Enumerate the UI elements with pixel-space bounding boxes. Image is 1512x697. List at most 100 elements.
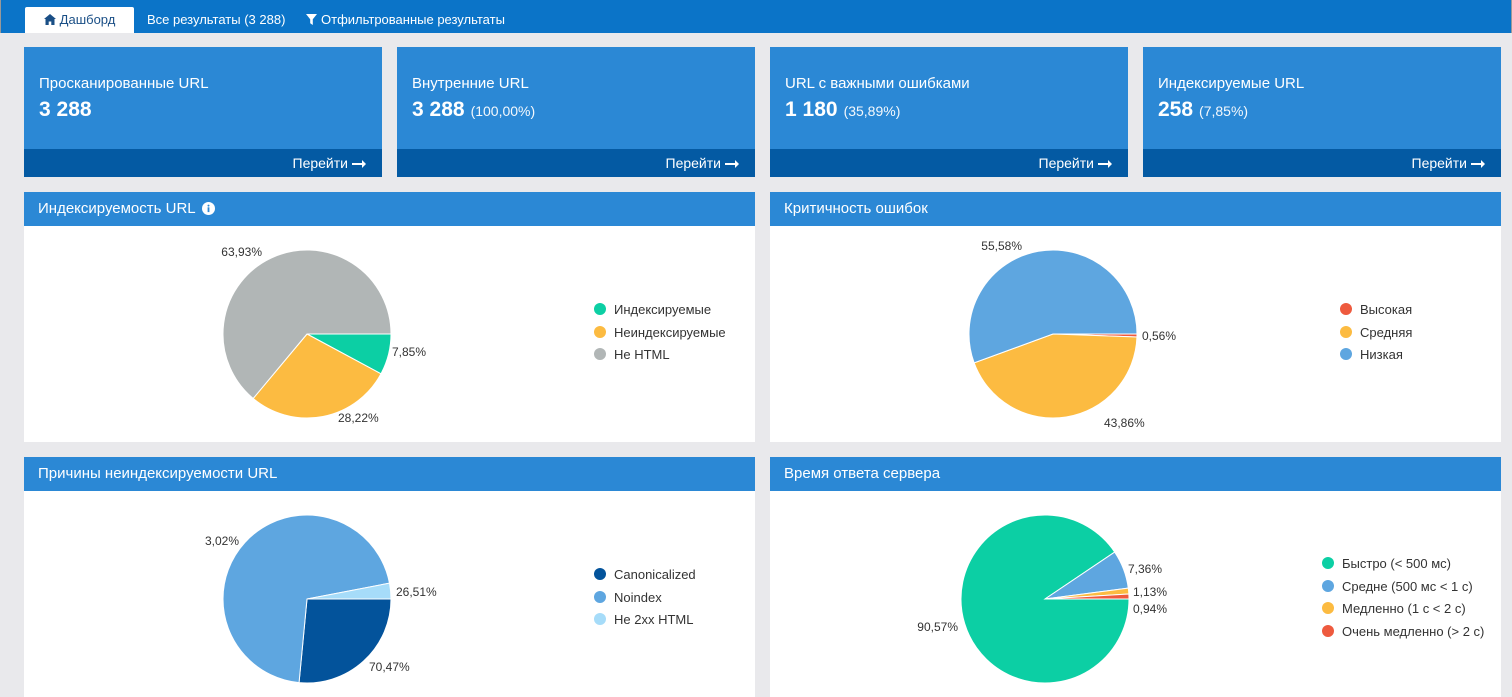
slice-label: 26,51% [396,585,437,599]
tab-bar: Дашборд Все результаты (3 288) Отфильтро… [0,0,1512,33]
legend-label: Не HTML [614,347,670,362]
legend-label: Неиндексируемые [614,324,726,340]
chart-legend: Индексируемые Неиндексируемые Не HTML [594,299,726,367]
chart-legend: Canonicalized Noindex Не 2xx HTML [594,564,696,632]
pie-chart: 90,57% 7,36% 1,13% 0,94% [917,514,1167,684]
kpi-value: 1 180 (35,89%) [785,98,901,121]
info-icon[interactable] [201,202,215,215]
pie-slice[interactable] [298,598,392,684]
arrow-right-icon [352,160,366,168]
tab-all-results-label: Все результаты (3 288) [147,12,286,27]
arrow-right-icon [1098,160,1112,168]
go-button[interactable]: Перейти [1412,155,1485,171]
legend-dot-icon [1340,348,1352,360]
kpi-crawled-urls: Просканированные URL 3 288 Перейти [24,47,382,177]
legend-label: Быстро (< 500 мс) [1342,556,1452,571]
legend-label: Средняя [1360,324,1413,340]
go-button[interactable]: Перейти [666,155,739,171]
legend-item[interactable]: Очень медленно (> 2 с) [1322,621,1484,644]
legend-dot-icon [594,348,606,360]
chart-legend: Быстро (< 500 мс) Средне (500 мс < 1 с) Ме… [1322,553,1484,643]
legend-item[interactable]: Canonicalized [594,564,696,587]
legend-dot-icon [594,613,606,625]
panel-title: Критичность ошибок [770,192,1501,226]
legend-label: Индексируемые [614,302,712,317]
legend-dot-icon [1322,557,1334,569]
slice-label: 1,13% [1133,585,1167,599]
kpi-critical-error-urls: URL с важными ошибками 1 180 (35,89%) Пер… [770,47,1128,177]
panel-indexability: Индексируемость URL 7,85% 28,22% 63,93% Ин… [24,192,755,442]
pie-slice[interactable] [252,333,382,419]
panel-title: Время ответа сервера [770,457,1501,491]
legend-dot-icon [594,303,606,315]
filter-icon [306,14,317,25]
slice-label: 90,57% [917,620,958,634]
pie-slice[interactable] [1044,593,1130,600]
legend-dot-icon [1322,624,1334,637]
legend-item[interactable]: Низкая [1340,344,1412,367]
kpi-indexable-urls: Индексируемые URL 258 (7,85%) Перейти [1143,47,1501,177]
pie-chart: 7,85% 28,22% 63,93% [221,245,426,425]
pie-slice[interactable] [306,582,392,600]
kpi-value: 3 288 [39,98,92,121]
slice-label: 0,94% [1133,602,1167,616]
slice-label: 0,56% [1142,329,1176,343]
legend-dot-icon [1322,579,1334,592]
kpi-label: Индексируемые URL [1158,75,1305,92]
legend-dot-icon [1340,303,1352,315]
go-button[interactable]: Перейти [1039,155,1112,171]
kpi-label: URL с важными ошибками [785,75,970,92]
home-icon [43,14,56,25]
slice-label: 43,86% [1104,416,1145,430]
pie-slice[interactable] [222,249,392,400]
go-button[interactable]: Перейти [293,155,366,171]
pie-chart: 0,56% 43,86% 55,58% [968,239,1176,430]
chart-legend: Высокая Средняя Низкая [1340,299,1412,367]
kpi-footer: Перейти [397,149,755,177]
legend-dot-icon [1322,602,1334,614]
legend-item[interactable]: Noindex [594,587,696,610]
kpi-value: 258 (7,85%) [1158,98,1249,121]
legend-item[interactable]: Средняя [1340,322,1412,345]
chart-body: 7,85% 28,22% 63,93% Индексируемые Неиндекси… [24,226,755,442]
pie-slice[interactable] [968,249,1138,364]
legend-item[interactable]: Индексируемые [594,299,726,322]
legend-item[interactable]: Средне (500 мс < 1 с) [1322,576,1484,599]
legend-item[interactable]: Не HTML [594,344,726,367]
tab-all-results[interactable]: Все результаты (3 288) [147,7,285,33]
slice-label: 3,02% [205,534,239,548]
arrow-right-icon [1471,160,1485,168]
slice-label: 70,47% [369,660,410,674]
legend-label: Canonicalized [614,567,696,582]
slice-label: 7,36% [1128,562,1162,576]
panel-nonindexable-reasons: Причины неиндексируемости URL 26,51% 70,4… [24,457,755,697]
tab-dashboard-label: Дашборд [59,12,116,27]
slice-label: 55,58% [981,239,1022,253]
legend-item[interactable]: Неиндексируемые [594,322,726,345]
kpi-footer: Перейти [1143,149,1501,177]
legend-dot-icon [1340,325,1352,338]
tab-filtered-results-label: Отфильтрованные результаты [321,12,505,27]
slice-label: 63,93% [221,245,262,259]
legend-label: Средне (500 мс < 1 с) [1342,578,1473,594]
legend-item[interactable]: Медленно (1 с < 2 с) [1322,598,1484,621]
legend-label: Низкая [1360,347,1403,362]
kpi-footer: Перейти [24,149,382,177]
tab-filtered-results[interactable]: Отфильтрованные результаты [306,7,505,33]
legend-label: Noindex [614,589,662,605]
kpi-value: 3 288 (100,00%) [412,98,536,121]
legend-label: Очень медленно (> 2 с) [1342,623,1485,639]
chart-body: 26,51% 70,47% 3,02% Canonicalized Noindex Не… [24,491,755,697]
kpi-internal-urls: Внутренние URL 3 288 (100,00%) Перейти [397,47,755,177]
pie-slice[interactable] [973,333,1138,419]
legend-dot-icon [594,590,606,603]
pie-slice[interactable] [222,514,391,684]
tab-dashboard[interactable]: Дашборд [25,7,134,33]
chart-body: 90,57% 7,36% 1,13% 0,94% Быстро (< 500 мс) С… [770,491,1501,697]
legend-item[interactable]: Быстро (< 500 мс) [1322,553,1484,576]
kpi-footer: Перейти [770,149,1128,177]
legend-item[interactable]: Не 2xx HTML [594,609,696,632]
panel-error-severity: Критичность ошибок 0,56% 43,86% 55,58% Выс… [770,192,1501,442]
kpi-label: Просканированные URL [39,75,209,92]
legend-item[interactable]: Высокая [1340,299,1412,322]
